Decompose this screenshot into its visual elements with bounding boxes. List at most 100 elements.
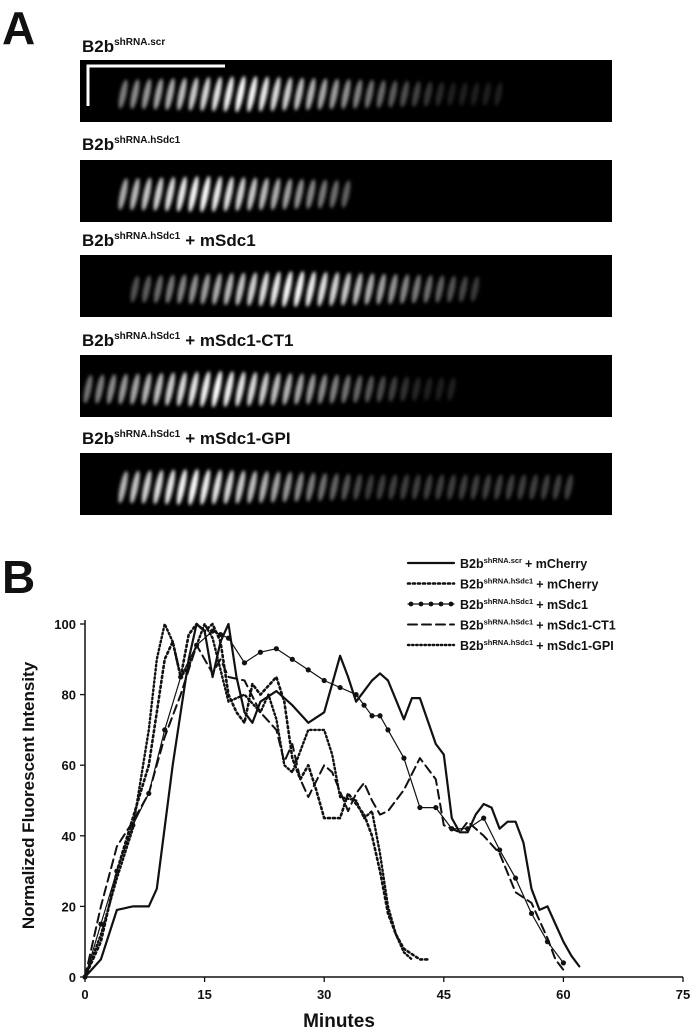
stripe xyxy=(176,176,187,212)
x-tick-label: 45 xyxy=(437,987,451,1002)
kymograph-panel: B2bshRNA.scrB2bshRNA.hSdc1B2bshRNA.hSdc1… xyxy=(80,37,612,515)
point-marker xyxy=(497,847,503,853)
label-base: B2b xyxy=(82,37,114,56)
stripe xyxy=(318,179,327,209)
kymograph-stripes xyxy=(118,468,573,506)
stripe xyxy=(188,468,199,506)
stripe xyxy=(154,275,163,304)
stripe xyxy=(200,77,211,112)
point-marker xyxy=(225,635,232,641)
stripe xyxy=(306,179,316,209)
stripe xyxy=(200,469,211,505)
point-marker xyxy=(512,875,519,881)
stripe xyxy=(271,471,281,503)
stripe xyxy=(564,474,573,500)
stripe xyxy=(271,178,281,211)
y-tick-label: 0 xyxy=(69,970,76,985)
stripe xyxy=(424,377,433,401)
x-tick-label: 75 xyxy=(676,987,690,1002)
label-suffix: + mSdc1-GPI xyxy=(185,429,290,448)
label-base: B2b xyxy=(82,135,114,154)
stripe xyxy=(270,271,281,307)
stripe xyxy=(329,473,339,501)
legend-marker xyxy=(418,601,424,607)
stripe xyxy=(447,275,456,303)
legend-base: B2b xyxy=(460,557,484,571)
stripe xyxy=(130,177,140,211)
stripe xyxy=(364,273,375,305)
stripe xyxy=(141,177,152,211)
label-base: B2b xyxy=(82,231,114,250)
stripe xyxy=(165,274,175,304)
point-marker xyxy=(401,755,407,761)
stripe xyxy=(259,177,269,211)
legend-marker xyxy=(448,601,454,607)
point-marker xyxy=(353,692,359,698)
stripe xyxy=(306,373,316,405)
point-marker xyxy=(273,646,279,652)
stripe xyxy=(130,79,140,109)
legend-base: B2b xyxy=(460,619,484,633)
series-line xyxy=(83,622,430,979)
stripe xyxy=(365,375,374,403)
image-label: B2bshRNA.hSdc1 + mSdc1 xyxy=(82,231,256,250)
y-tick-label: 80 xyxy=(62,688,76,703)
legend-marker xyxy=(408,601,414,607)
stripe xyxy=(470,474,480,500)
stripe xyxy=(282,271,293,308)
stripe xyxy=(306,78,316,111)
stripe xyxy=(494,82,503,106)
stripe xyxy=(259,76,269,112)
stripe xyxy=(282,77,293,111)
stripe xyxy=(459,82,468,106)
stripe xyxy=(142,78,152,110)
stripe xyxy=(118,373,128,405)
stripe xyxy=(235,470,246,504)
stripe xyxy=(235,371,246,407)
image-label: B2bshRNA.hSdc1 + mSdc1-GPI xyxy=(82,429,291,448)
legend-superscript: shRNA.hSdc1 xyxy=(484,618,534,627)
stripe xyxy=(106,374,116,405)
stripe xyxy=(353,375,363,403)
stripe xyxy=(317,78,328,110)
stripe xyxy=(153,372,164,406)
point-marker xyxy=(337,684,343,691)
point-marker xyxy=(433,804,439,811)
stripe xyxy=(376,273,386,305)
point-marker xyxy=(385,727,391,733)
stripe xyxy=(212,273,222,305)
stripe xyxy=(223,371,234,407)
stripe xyxy=(388,80,398,108)
image-label: B2bshRNA.hSdc1 + mSdc1-CT1 xyxy=(82,331,293,350)
stripe xyxy=(435,474,444,500)
stripe xyxy=(118,79,128,109)
stripe xyxy=(459,474,468,500)
stripe xyxy=(165,176,175,212)
stripe xyxy=(282,471,292,503)
legend-superscript: shRNA.hSdc1 xyxy=(484,597,534,606)
legend-superscript: shRNA.hSdc1 xyxy=(484,577,534,586)
stripe xyxy=(470,276,480,302)
point-marker xyxy=(465,826,471,832)
stripe xyxy=(329,374,339,404)
legend-base: B2b xyxy=(460,598,484,612)
point-marker xyxy=(377,713,383,719)
stripe xyxy=(247,76,258,113)
stripe xyxy=(247,470,257,504)
stripe xyxy=(235,177,246,212)
stripe xyxy=(142,275,151,303)
stripe xyxy=(376,80,386,109)
stripe xyxy=(552,474,562,500)
y-axis-label: Normalized Fluorescent Intensity xyxy=(19,661,38,929)
stripe xyxy=(529,474,538,500)
stripe xyxy=(247,272,257,306)
point-marker xyxy=(257,649,264,655)
stripe xyxy=(200,273,210,305)
stripe xyxy=(435,377,444,401)
series-line xyxy=(84,644,565,978)
stripe xyxy=(329,180,339,209)
stripe xyxy=(388,273,398,305)
label-superscript: shRNA.scr xyxy=(114,37,165,48)
stripe xyxy=(341,79,351,110)
